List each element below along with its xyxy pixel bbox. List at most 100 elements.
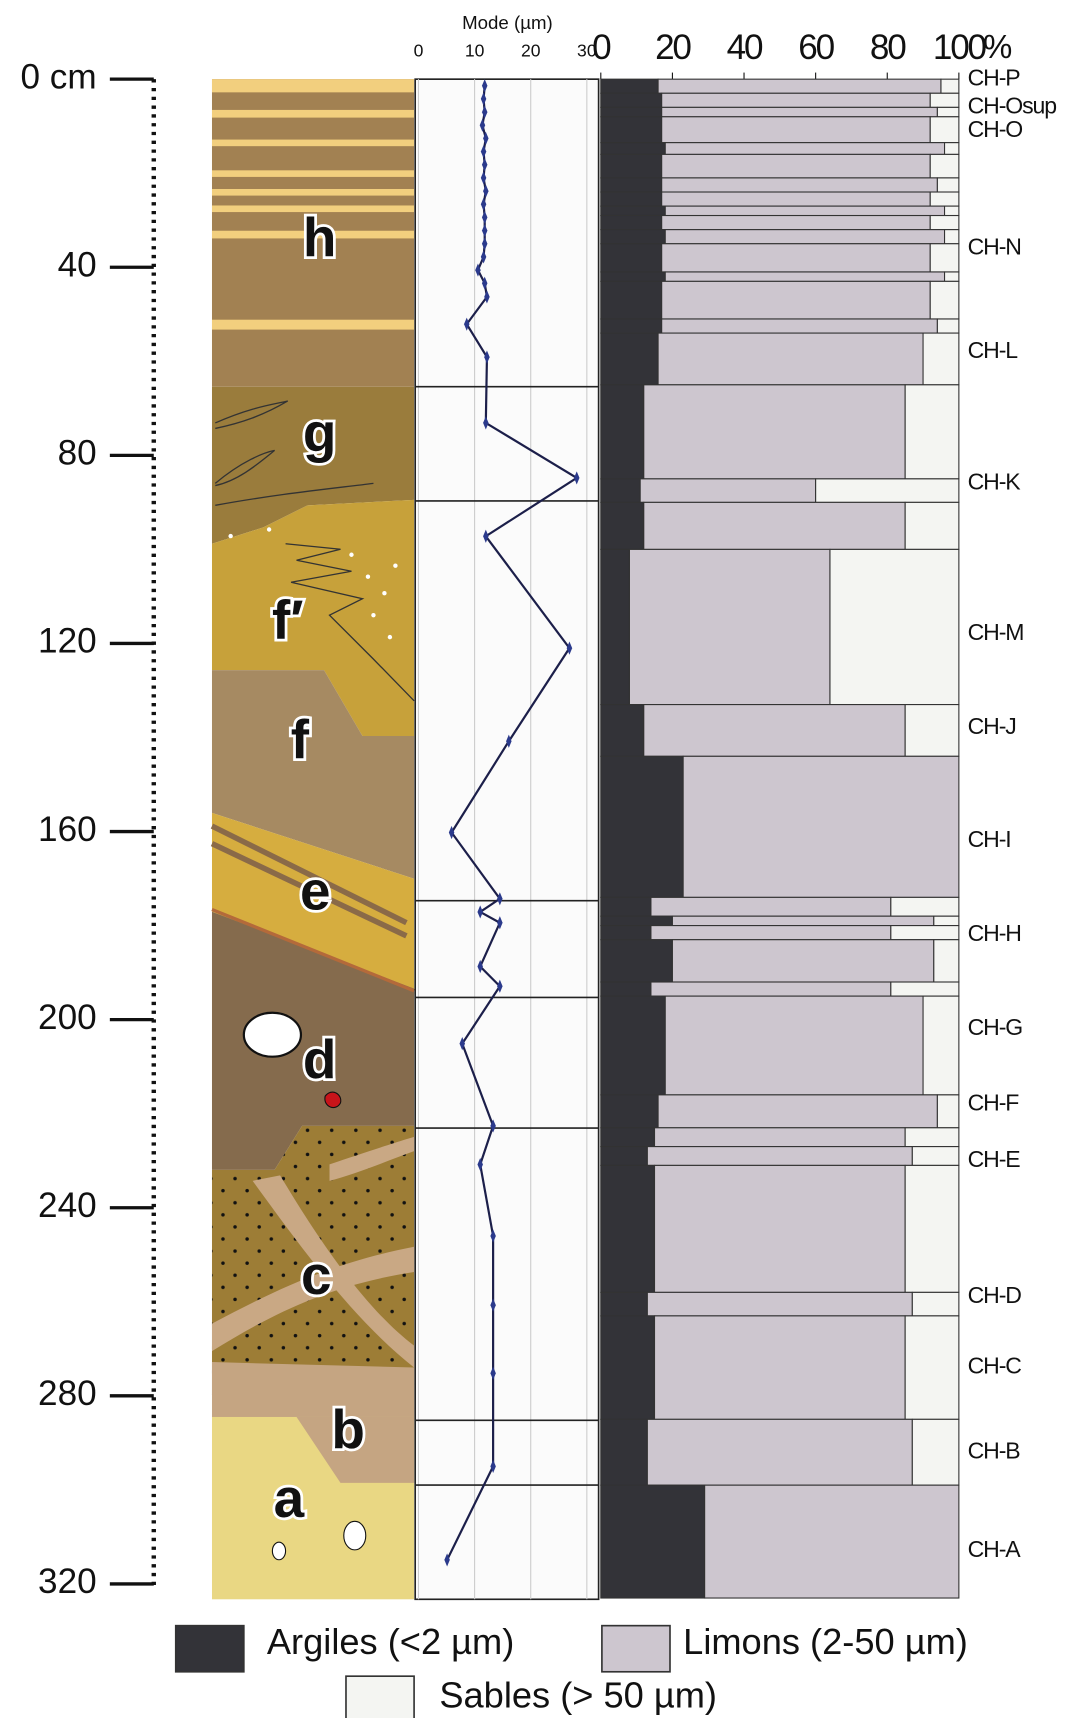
bar-segment xyxy=(646,1291,913,1317)
unit-label: g xyxy=(303,402,337,464)
stone xyxy=(242,1011,303,1058)
bar-segment xyxy=(646,1146,913,1166)
bar-segment xyxy=(904,384,960,480)
sample-label: CH-N xyxy=(968,234,1021,260)
bar-segment xyxy=(940,78,960,94)
bar-segment xyxy=(922,995,960,1096)
bar-segment xyxy=(600,1315,656,1420)
bar-segment xyxy=(661,106,938,118)
bar-segment xyxy=(600,229,666,245)
sample-label: CH-I xyxy=(968,826,1011,852)
sample-label: CH-O xyxy=(968,116,1023,142)
x-unit: % xyxy=(983,28,1012,65)
unit-label: a xyxy=(274,1467,305,1529)
x-tick-label: 80 xyxy=(870,28,906,67)
layer-f xyxy=(211,670,415,879)
bar-segment xyxy=(600,271,666,282)
bar-segment xyxy=(600,106,663,118)
bar-segment xyxy=(600,995,666,1096)
mode-marker xyxy=(490,1298,496,1312)
legend-swatch xyxy=(601,1624,671,1673)
bar-segment xyxy=(911,1146,960,1166)
bar-segment xyxy=(600,1484,706,1599)
y-tick-label: 120 xyxy=(38,622,97,661)
bar-segment xyxy=(929,92,960,108)
bar-segment xyxy=(936,1094,960,1129)
layer-e xyxy=(211,812,415,995)
x-tick-label: 20 xyxy=(655,28,691,67)
mode-marker xyxy=(477,905,483,919)
bar-segment xyxy=(657,332,924,386)
sample-label: CH-L xyxy=(968,337,1019,363)
bar-segment xyxy=(600,981,652,997)
mode-marker xyxy=(483,529,489,543)
section-lines xyxy=(415,385,599,1486)
y-tick-label: 0 cm xyxy=(21,57,97,96)
layer-e-lines xyxy=(210,823,408,939)
legend-swatch xyxy=(345,1675,415,1718)
bar-segment xyxy=(653,1164,906,1293)
bar-segment xyxy=(911,1291,960,1317)
bar-segment xyxy=(600,548,630,706)
mode-marker xyxy=(497,916,503,930)
mode-marker xyxy=(463,317,470,331)
bar-segment xyxy=(600,177,663,193)
legend-swatch xyxy=(174,1624,245,1673)
bar-segment xyxy=(643,704,906,757)
bar-segment xyxy=(671,939,935,983)
mode-marker xyxy=(483,416,489,430)
layer-c-dots xyxy=(211,1125,415,1417)
mode-marker xyxy=(475,263,481,277)
bar-segment xyxy=(628,548,831,706)
sample-label: CH-J xyxy=(968,713,1016,739)
x-tick-label: 100 xyxy=(933,28,987,67)
sample-label: CH-B xyxy=(968,1437,1021,1463)
mode-panel xyxy=(414,78,600,1601)
bar-segment xyxy=(904,1315,960,1420)
y-tick-label: 80 xyxy=(58,434,97,473)
bar-segment xyxy=(600,1164,656,1293)
bar-segment xyxy=(600,925,652,941)
layer-g-lines xyxy=(214,400,374,506)
bar-segment xyxy=(643,501,906,550)
bar-segment xyxy=(904,704,960,757)
white-grains xyxy=(228,527,398,640)
bar-segment xyxy=(600,939,673,983)
x-tick-label: 0 xyxy=(592,28,611,67)
sample-label: CH-M xyxy=(968,619,1024,645)
sample-label: CH-A xyxy=(968,1536,1022,1562)
bar-segment xyxy=(933,915,960,927)
bar-segment xyxy=(943,142,960,155)
y-tick-label: 160 xyxy=(38,810,97,849)
mode-marker xyxy=(480,92,487,106)
bar-segment xyxy=(661,243,931,273)
mode-marker xyxy=(497,979,503,993)
bar-segment xyxy=(943,205,960,217)
stripes xyxy=(211,79,415,330)
y-tick-label: 240 xyxy=(38,1186,97,1225)
bar-segment xyxy=(829,548,960,706)
bar-segment xyxy=(661,116,931,144)
bar-segment xyxy=(664,995,924,1096)
mode-marker xyxy=(490,1366,496,1380)
bar-segment xyxy=(929,243,960,273)
bar-segment xyxy=(661,177,938,193)
sample-label: CH-E xyxy=(968,1146,1021,1172)
mode-marker xyxy=(481,237,488,251)
mode-marker xyxy=(477,959,483,974)
bar-segment xyxy=(600,153,663,179)
mode-marker xyxy=(566,641,573,655)
layer-f-prime xyxy=(211,499,415,736)
pebble xyxy=(271,1541,287,1561)
bar-segment xyxy=(704,1484,960,1599)
bar-segment xyxy=(664,271,946,282)
bar-segment xyxy=(661,214,931,231)
pebble xyxy=(343,1520,367,1551)
unit-label: b xyxy=(331,1398,365,1460)
mode-marker xyxy=(480,171,487,185)
bar-segment xyxy=(929,280,960,320)
mode-marker xyxy=(490,1229,496,1243)
bar-segment xyxy=(600,1094,659,1129)
bar-segment xyxy=(904,1127,960,1148)
bar-segment xyxy=(661,318,938,334)
